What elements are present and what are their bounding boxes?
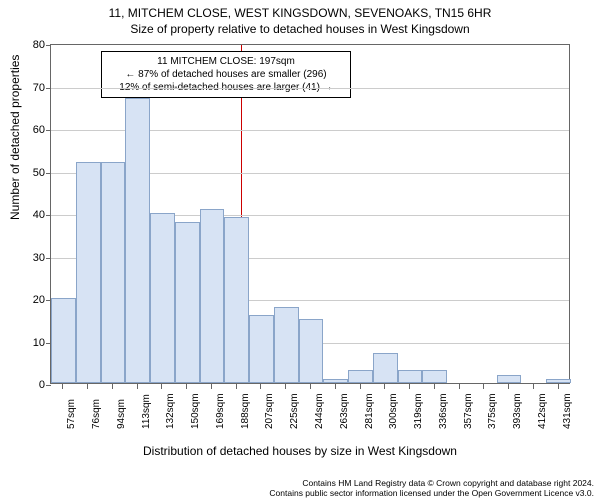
x-tick-label: 375sqm	[487, 393, 498, 429]
histogram-bar	[51, 298, 76, 383]
x-tick-label: 76sqm	[91, 399, 102, 429]
y-tick-label: 70	[21, 82, 45, 94]
histogram-bar	[274, 307, 299, 384]
footer-line1: Contains HM Land Registry data © Crown c…	[269, 478, 594, 488]
chart-area: 11 MITCHEM CLOSE: 197sqm ← 87% of detach…	[50, 44, 570, 404]
chart-subtitle: Size of property relative to detached ho…	[0, 22, 600, 36]
histogram-bar	[497, 375, 522, 384]
y-tick-label: 50	[21, 167, 45, 179]
x-tick-label: 412sqm	[537, 393, 548, 429]
x-tick-label: 263sqm	[339, 393, 350, 429]
x-tick-label: 336sqm	[438, 393, 449, 429]
x-tick-label: 244sqm	[314, 393, 325, 429]
histogram-bar	[373, 353, 398, 383]
y-tick-label: 0	[21, 379, 45, 391]
histogram-bar	[76, 162, 101, 383]
histogram-bar	[299, 319, 324, 383]
x-tick-label: 281sqm	[364, 393, 375, 429]
plot-area: 11 MITCHEM CLOSE: 197sqm ← 87% of detach…	[50, 44, 570, 384]
y-tick-label: 20	[21, 294, 45, 306]
x-tick-label: 357sqm	[463, 393, 474, 429]
x-tick-label: 94sqm	[116, 399, 127, 429]
annotation-line2: ← 87% of detached houses are smaller (29…	[108, 68, 344, 81]
histogram-bar	[125, 98, 150, 383]
histogram-bar	[422, 370, 447, 383]
histogram-bar	[249, 315, 274, 383]
annotation-line1: 11 MITCHEM CLOSE: 197sqm	[108, 55, 344, 68]
histogram-bar	[200, 209, 225, 383]
y-tick-label: 40	[21, 209, 45, 221]
x-tick-label: 225sqm	[289, 393, 300, 429]
y-axis-label: Number of detached properties	[8, 55, 22, 220]
chart-title: 11, MITCHEM CLOSE, WEST KINGSDOWN, SEVEN…	[0, 6, 600, 20]
y-tick-label: 30	[21, 252, 45, 264]
histogram-bar	[150, 213, 175, 383]
histogram-bar	[546, 379, 571, 383]
x-tick-label: 393sqm	[512, 393, 523, 429]
y-tick-label: 10	[21, 337, 45, 349]
x-tick-label: 300sqm	[388, 393, 399, 429]
x-tick-label: 169sqm	[215, 393, 226, 429]
x-tick-label: 431sqm	[562, 393, 573, 429]
y-tick-label: 80	[21, 39, 45, 51]
x-tick-label: 150sqm	[190, 393, 201, 429]
annotation-box: 11 MITCHEM CLOSE: 197sqm ← 87% of detach…	[101, 51, 351, 98]
x-tick-label: 319sqm	[413, 393, 424, 429]
x-tick-label: 132sqm	[165, 393, 176, 429]
histogram-bar	[348, 370, 373, 383]
histogram-bar	[398, 370, 423, 383]
histogram-bar	[224, 217, 249, 383]
histogram-bar	[323, 379, 348, 383]
histogram-bar	[101, 162, 126, 383]
footer-line2: Contains public sector information licen…	[269, 488, 594, 498]
footer: Contains HM Land Registry data © Crown c…	[269, 478, 594, 498]
x-tick-label: 113sqm	[141, 394, 152, 429]
x-tick-label: 207sqm	[264, 393, 275, 429]
x-tick-label: 57sqm	[66, 399, 77, 429]
x-tick-label: 188sqm	[240, 393, 251, 429]
x-axis-label: Distribution of detached houses by size …	[0, 444, 600, 458]
histogram-bar	[175, 222, 200, 384]
y-tick-label: 60	[21, 124, 45, 136]
